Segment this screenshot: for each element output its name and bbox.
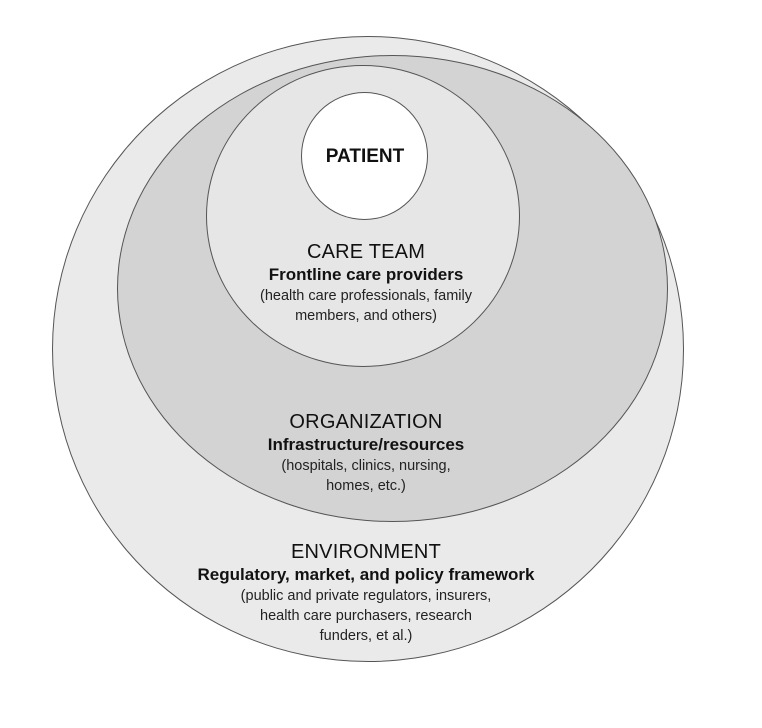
care-team-title: CARE TEAM	[306, 241, 426, 263]
care-team-label-group: CARE TEAM Frontline care providers (heal…	[260, 240, 472, 326]
environment-detail-line: funders, et al.)	[319, 628, 413, 644]
care-team-detail-line: members, and others)	[295, 308, 437, 324]
organization-subtitle: Infrastructure/resources	[267, 435, 465, 454]
environment-detail-line: health care purchasers, research	[260, 608, 472, 624]
patient-circle	[301, 92, 428, 220]
organization-title: ORGANIZATION	[289, 411, 443, 433]
organization-label-group: ORGANIZATION Infrastructure/resources (h…	[268, 410, 465, 496]
environment-subtitle: Regulatory, market, and policy framework	[197, 565, 535, 584]
organization-detail-line: (hospitals, clinics, nursing,	[281, 458, 451, 474]
care-team-detail-line: (health care professionals, family	[260, 288, 472, 304]
environment-detail-line: (public and private regulators, insurers…	[240, 588, 492, 604]
environment-title: ENVIRONMENT	[291, 541, 441, 563]
patient-title: PATIENT	[325, 146, 405, 167]
care-team-subtitle: Frontline care providers	[268, 265, 464, 284]
organization-detail-line: homes, etc.)	[326, 478, 406, 494]
environment-label-group: ENVIRONMENT Regulatory, market, and poli…	[198, 540, 535, 646]
